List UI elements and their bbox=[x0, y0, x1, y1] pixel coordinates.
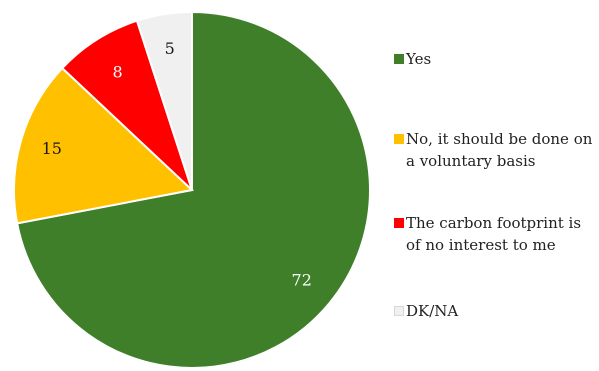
data-label-no-interest: 8 bbox=[113, 62, 123, 81]
legend-item-no-voluntary: No, it should be done on a voluntary bas… bbox=[394, 128, 599, 172]
pie-slice-no-interest bbox=[60, 19, 193, 191]
legend-swatch-yes bbox=[394, 54, 404, 64]
data-label-dk-na: 5 bbox=[165, 39, 175, 58]
legend-item-dk-na: DK/NA bbox=[394, 300, 599, 322]
legend-swatch-no-interest bbox=[394, 218, 404, 228]
legend-label-no-voluntary: No, it should be done on a voluntary bas… bbox=[406, 130, 593, 170]
pie-slice-dk-na bbox=[135, 10, 193, 191]
pie-slice-yes bbox=[15, 10, 371, 369]
pie-slice-no-voluntary bbox=[13, 66, 195, 225]
legend-swatch-dk-na bbox=[394, 306, 404, 316]
data-label-yes: 72 bbox=[292, 270, 312, 289]
legend-label-dk-na: DK/NA bbox=[406, 302, 459, 320]
legend-label-no-interest: The carbon footprint is of no interest t… bbox=[406, 214, 582, 254]
data-label-no-voluntary: 15 bbox=[42, 139, 62, 158]
legend-label-yes: Yes bbox=[406, 50, 432, 68]
legend-item-no-interest: The carbon footprint is of no interest t… bbox=[394, 212, 599, 256]
legend-swatch-no-voluntary bbox=[394, 134, 404, 144]
legend-item-yes: Yes bbox=[394, 48, 599, 70]
